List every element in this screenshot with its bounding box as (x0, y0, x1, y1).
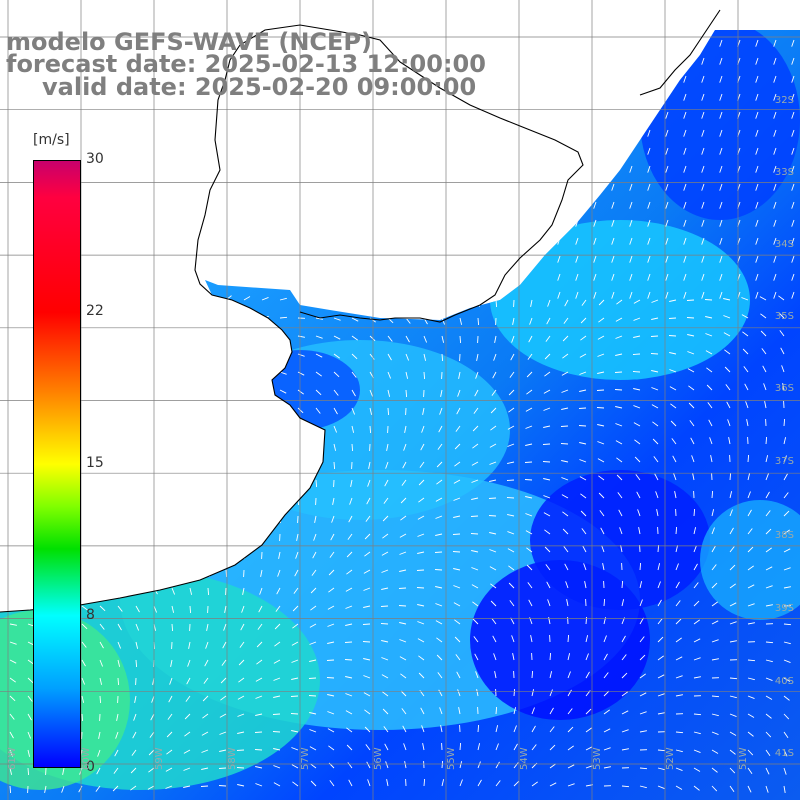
forecast-date: forecast date: 2025-02-13 12:00:00 (6, 50, 486, 78)
colorbar-tick-30: 30 (86, 151, 104, 167)
lon-label: 51W (738, 747, 749, 770)
lon-label: 53W (592, 747, 603, 770)
lat-label: 34S (774, 239, 794, 250)
lat-label: 37S (774, 456, 794, 467)
lon-label: 59W (154, 747, 165, 770)
lat-label: 39S (774, 603, 794, 614)
lat-label: 41S (774, 748, 794, 759)
colorbar (33, 160, 81, 768)
lat-label: 32S (774, 95, 794, 106)
colorbar-tick-0: 0 (86, 759, 95, 775)
lon-label: 52W (665, 747, 676, 770)
lon-label: 57W (300, 747, 311, 770)
lon-label: 58W (227, 747, 238, 770)
lat-label: 38S (774, 530, 794, 541)
lat-label: 36S (774, 383, 794, 394)
colorbar-tick-8: 8 (86, 607, 95, 623)
coastline (0, 24, 584, 613)
colorbar-tick-15: 15 (86, 455, 104, 471)
lon-label: 61W (7, 747, 18, 770)
lat-label: 40S (774, 676, 794, 687)
coastline (639, 9, 721, 96)
lon-label: 55W (446, 747, 457, 770)
lat-label: 35S (774, 311, 794, 322)
lon-label: 54W (519, 747, 530, 770)
colorbar-unit: [m/s] (33, 132, 70, 148)
lon-label: 56W (373, 747, 384, 770)
colorbar-tick-22: 22 (86, 303, 104, 319)
lat-label: 33S (774, 167, 794, 178)
valid-date: valid date: 2025-02-20 09:00:00 (42, 73, 477, 101)
model-title: modelo GEFS-WAVE (NCEP) (6, 28, 372, 56)
lon-label: 60W (81, 747, 92, 770)
